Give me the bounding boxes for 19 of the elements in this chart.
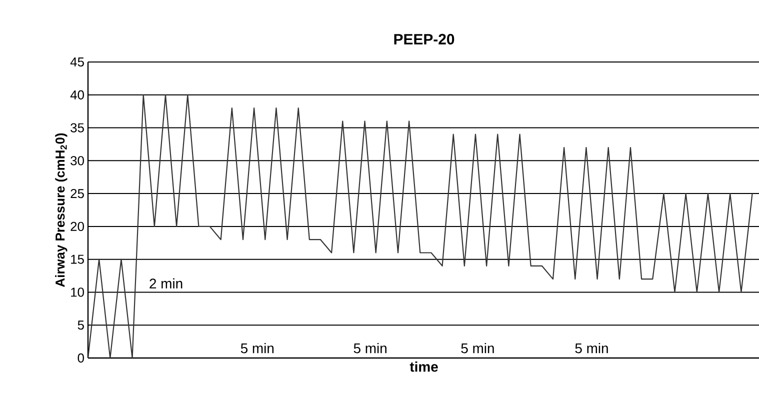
y-tick-label: 0 — [78, 353, 84, 363]
chart-title: PEEP-20 — [394, 34, 454, 44]
annotation: 5 min — [240, 343, 274, 354]
y-tick-label: 40 — [70, 90, 84, 100]
y-tick-label: 45 — [70, 57, 84, 67]
line-series — [88, 94, 753, 358]
y-tick-label: 15 — [71, 254, 84, 264]
x-axis-title: time — [410, 362, 438, 372]
annotation: 5 min — [354, 343, 386, 354]
annotation: 5 min — [461, 343, 494, 354]
annotation: 2 min — [150, 278, 182, 288]
annotation: 5 min — [575, 343, 608, 354]
y-tick-label: 10 — [71, 288, 84, 297]
y-tick-label: 35 — [70, 123, 84, 132]
y-tick-label: 25 — [70, 188, 84, 198]
y-tick-label: 20 — [70, 222, 84, 232]
y-tick-label: 5 — [78, 320, 84, 330]
y-tick-label: 30 — [70, 156, 84, 166]
y-axis-title: Airway Pressure (cmH$_{2}$0) — [55, 133, 68, 287]
